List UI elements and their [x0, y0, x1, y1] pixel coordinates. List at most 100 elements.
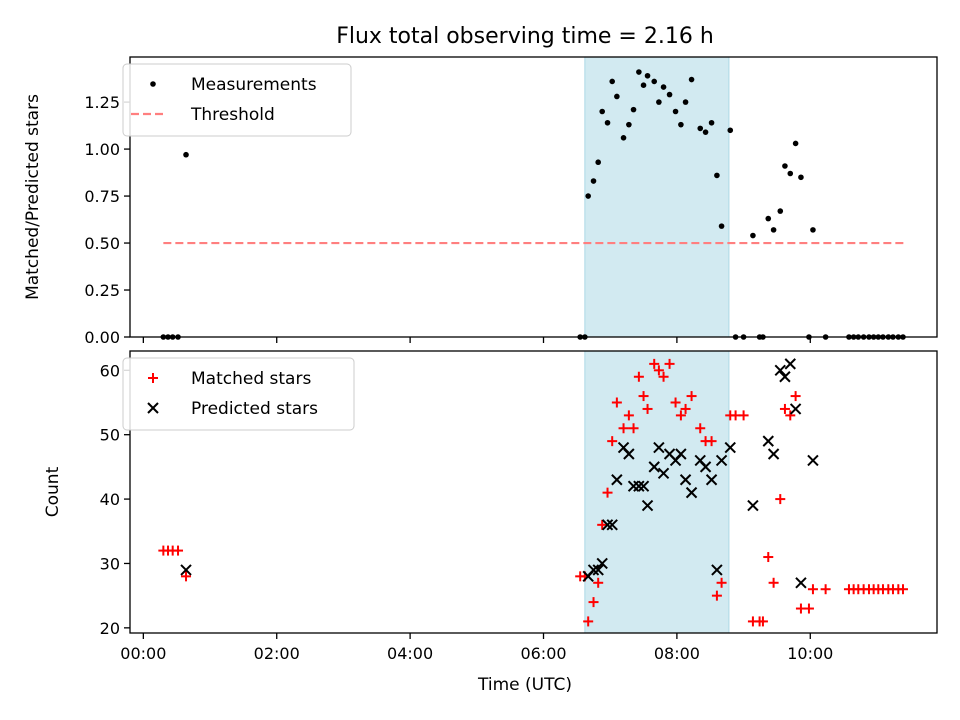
y-tick-label: 60: [100, 361, 120, 380]
data-point: [787, 170, 794, 177]
legend-marker: [147, 402, 159, 414]
data-point: [779, 403, 790, 414]
x-axis: 00:00 02:00 04:00 06:00 08:00 10:00: [120, 633, 833, 663]
y-axis-label: Count: [43, 466, 63, 517]
y-tick-label: 1.25: [84, 93, 120, 112]
data-point: [595, 159, 601, 166]
data-point: [602, 487, 613, 498]
data-point: [680, 403, 691, 414]
data-point: [183, 151, 189, 158]
data-point: [706, 436, 717, 447]
data-point: [648, 461, 660, 473]
data-point: [792, 140, 799, 147]
data-point: [820, 584, 831, 595]
data-point: [636, 69, 642, 75]
data-point: [779, 371, 791, 383]
data-point: [798, 174, 804, 181]
data-point: [626, 121, 632, 128]
x-axis-label: Time (UTC): [477, 675, 572, 695]
data-point: [714, 172, 720, 179]
x-axis: [142, 337, 811, 343]
data-point: [803, 603, 814, 614]
observing-window-span: [584, 56, 730, 338]
y-tick-label: 40: [100, 490, 120, 509]
data-point: [711, 590, 722, 601]
data-point: [587, 564, 600, 576]
data-point: [653, 365, 664, 376]
data-point: [775, 494, 786, 505]
data-point: [588, 597, 599, 608]
data-point: [678, 121, 684, 128]
data-point: [583, 616, 594, 627]
data-point: [765, 215, 772, 222]
data-point: [599, 108, 605, 115]
data-point: [641, 499, 654, 512]
data-point: [633, 371, 644, 382]
data-point: [601, 519, 614, 531]
data-point: [666, 91, 673, 98]
legend-item: Measurements: [150, 75, 317, 95]
data-point: [633, 480, 645, 492]
data-point: [606, 519, 618, 531]
x-tick-label: 02:00: [254, 644, 300, 663]
data-point: [180, 564, 192, 576]
data-point: [767, 448, 780, 460]
data-point: [664, 358, 675, 369]
legend: Measurements Threshold: [122, 63, 352, 137]
data-point: [718, 223, 725, 229]
data-point: [644, 72, 651, 79]
data-point: [651, 78, 658, 85]
x-tick-label: 00:00: [120, 644, 166, 663]
y-axis-label: Matched/Predicted stars: [23, 94, 43, 300]
data-point: [727, 127, 734, 134]
data-point: [672, 108, 679, 115]
legend-label: Threshold: [190, 105, 275, 125]
data-point: [173, 545, 184, 556]
x-tick-label: 08:00: [654, 644, 700, 663]
data-point: [593, 577, 604, 588]
legend-marker: [150, 81, 156, 87]
legend-label: Measurements: [191, 75, 317, 95]
data-point: [699, 461, 712, 473]
data-point: [657, 467, 670, 480]
data-point: [782, 163, 788, 169]
data-point: [656, 99, 662, 105]
data-point: [649, 358, 660, 369]
data-point: [897, 584, 908, 595]
data-point: [724, 441, 736, 454]
data-point: [807, 454, 819, 467]
chart-title: Flux total observing time = 2.16 h: [336, 24, 714, 49]
data-point: [604, 119, 611, 126]
data-point: [688, 76, 695, 83]
x-tick-label: 10:00: [787, 644, 833, 663]
series-predicted-stars: [180, 358, 819, 589]
y-tick-label: 0.75: [84, 187, 120, 206]
data-point: [697, 125, 704, 132]
legend-item: Threshold: [131, 105, 275, 125]
legend-label: Predicted stars: [191, 399, 318, 419]
legend-item: Matched stars: [148, 369, 311, 389]
data-point: [770, 227, 777, 233]
legend-marker: [148, 373, 158, 383]
legend-box: [122, 357, 355, 431]
data-point: [660, 84, 667, 90]
data-point: [670, 397, 681, 408]
data-point: [715, 454, 728, 467]
data-point: [738, 410, 749, 421]
data-point: [685, 486, 698, 499]
data-point: [785, 410, 796, 421]
data-point: [609, 78, 615, 85]
data-point: [708, 119, 715, 126]
data-point: [768, 577, 779, 588]
data-point: [675, 448, 687, 460]
data-point: [675, 410, 686, 421]
data-point: [705, 474, 718, 486]
data-point: [614, 93, 620, 100]
data-point: [747, 499, 759, 512]
data-point: [611, 397, 622, 408]
data-point: [590, 178, 597, 184]
y-tick-label: 30: [100, 554, 120, 573]
y-tick-label: 0.00: [84, 328, 120, 347]
y-tick-label: 20: [100, 619, 120, 638]
